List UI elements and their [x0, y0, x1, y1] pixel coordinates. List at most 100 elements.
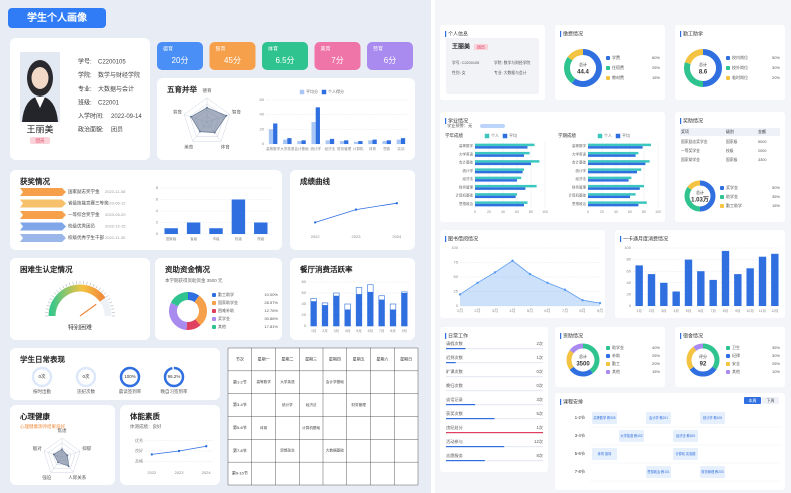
point — [354, 208, 358, 211]
bar — [401, 293, 408, 326]
y-tick-label: 思想政治 — [459, 201, 473, 206]
bar — [301, 140, 306, 144]
tag — [474, 44, 488, 50]
bar — [684, 259, 693, 306]
bar — [297, 141, 302, 144]
field-label: 班级: — [78, 98, 92, 106]
x-tick-label: 2月 — [322, 328, 327, 333]
legend-label: 助学金 — [612, 344, 624, 350]
donut-segment — [567, 49, 584, 61]
score-label: 智育 — [216, 45, 226, 52]
gauge-tick — [98, 287, 101, 291]
course-text: 思想政治 教101 — [647, 469, 669, 474]
ring-value-label: 0次 — [82, 373, 90, 380]
bar — [588, 193, 636, 196]
ring-track — [75, 366, 97, 388]
table-cell: 一等奖学金 — [681, 148, 700, 153]
card-title: 一卡通月度消费情况 — [623, 235, 668, 242]
card-title: 资助资金情况 — [165, 264, 210, 274]
course-cell: 思想政治 — [280, 448, 295, 453]
bar — [358, 141, 363, 144]
legend-label: 临时岗位 — [732, 74, 748, 80]
x-tick-label: 60 — [515, 210, 519, 214]
tab[interactable] — [744, 397, 761, 404]
score-label: 德育 — [163, 45, 173, 52]
table-header: 奖项 — [681, 128, 689, 134]
item-value: 8次 — [536, 452, 543, 459]
field-value: 数学与财经学院 — [98, 71, 140, 79]
y-tick-label: 财务管理 — [459, 184, 473, 189]
legend-swatch — [615, 133, 621, 139]
card — [290, 170, 415, 250]
student-name: 王丽美 — [452, 43, 471, 51]
x-tick-label: 会计基础 — [295, 146, 309, 151]
gauge-tick — [53, 292, 57, 295]
field-value: 2022-09-14 — [111, 114, 142, 120]
title-bar — [445, 118, 447, 124]
score-tile — [367, 42, 413, 70]
y-tick-label: 及格 — [135, 457, 143, 463]
gauge-tick — [111, 308, 115, 310]
legend-swatch — [606, 362, 610, 366]
x-tick-label: 1月 — [636, 308, 641, 313]
title-bar — [445, 333, 447, 339]
card-title: 体能素质 — [130, 411, 160, 421]
donut-segment — [169, 302, 188, 330]
center-label: 总计 — [699, 61, 707, 67]
bar — [588, 179, 629, 182]
course-text: 经济法 教305 — [676, 433, 695, 438]
card-title: 困难生认定情况 — [20, 264, 73, 274]
bar — [746, 268, 754, 306]
table-cell: 国家级 — [726, 139, 738, 144]
x-tick-label: 11月 — [759, 308, 766, 313]
field-label: 专业: — [78, 85, 92, 93]
gauge-label: 特别困难 — [68, 324, 92, 332]
value-label: 17.81% — [264, 324, 278, 329]
point — [205, 445, 208, 448]
item-label: 获奖次数 — [446, 410, 464, 417]
legend-label: 个人 — [491, 133, 499, 138]
legend-label: 平均分 — [306, 88, 318, 94]
x-tick-label: 2023 — [175, 470, 185, 475]
bar — [475, 146, 528, 149]
item-label: 违纪处分 — [446, 424, 464, 431]
card-title: 资助情况 — [563, 332, 583, 339]
gauge-tick — [101, 289, 104, 293]
score-label: 体育 — [268, 45, 278, 52]
card-title: 图书借阅情况 — [448, 235, 478, 242]
bar — [588, 170, 637, 174]
radar-point — [213, 131, 216, 134]
value-label: 20% — [652, 361, 660, 366]
legend-label: 奖学金 — [726, 184, 738, 190]
row-label: 3-4节 — [575, 433, 585, 439]
course-cell: 会计学基础 — [326, 379, 344, 384]
x-tick-label: 20 — [487, 210, 491, 214]
radar-point — [206, 106, 208, 109]
y-tick-label: 100 — [624, 245, 631, 250]
bar — [588, 160, 650, 163]
donut-segment — [170, 292, 189, 307]
legend-label: 教材费 — [612, 74, 624, 80]
score-tile — [262, 42, 308, 70]
photo-face — [31, 67, 49, 89]
progress-bar — [446, 432, 543, 434]
x-tick-label: 8月 — [390, 328, 395, 333]
legend-swatch — [606, 346, 610, 350]
tab[interactable] — [762, 397, 779, 404]
gauge-needle — [79, 303, 97, 317]
table-header: 金额 — [758, 128, 766, 134]
progress-track — [446, 362, 543, 364]
x-tick-label: 体育 — [369, 146, 377, 151]
gauge-tick — [95, 285, 98, 289]
x-tick-label: 实训 — [397, 146, 404, 151]
row-label: 第1-2节 — [233, 378, 247, 384]
course-cell — [673, 448, 698, 460]
bar — [475, 201, 528, 204]
bar — [344, 140, 349, 144]
legend-swatch — [726, 362, 730, 366]
legend-swatch — [720, 195, 724, 199]
point — [177, 449, 181, 453]
course-cell: 高等数学 — [256, 379, 271, 384]
legend-label: 卫生 — [732, 344, 740, 350]
info-field: 学号: C2200105 — [452, 60, 479, 65]
